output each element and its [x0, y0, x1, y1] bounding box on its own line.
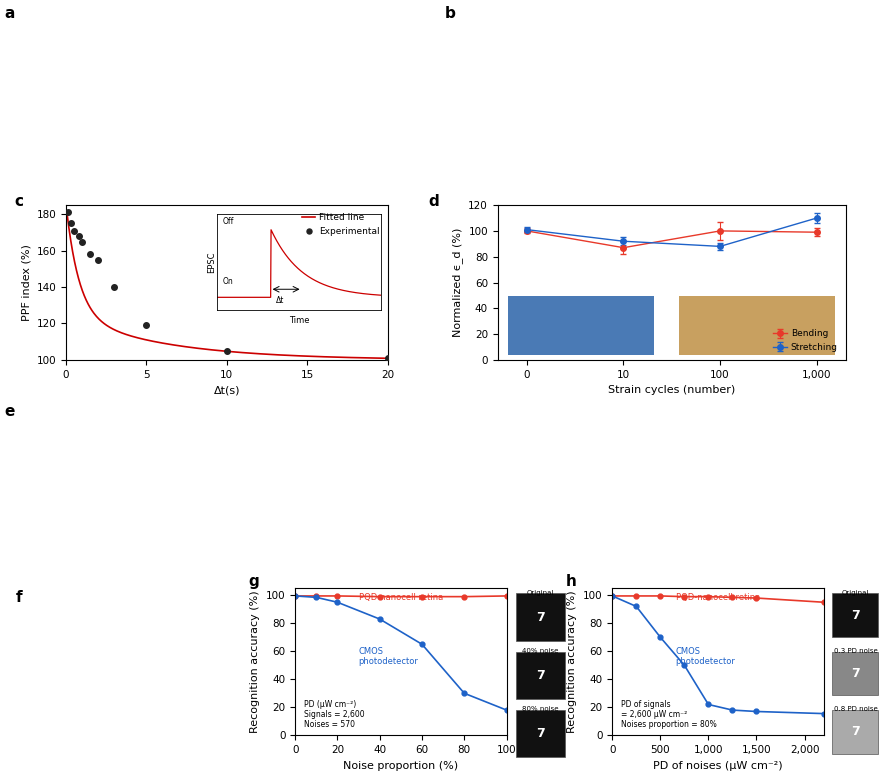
- Y-axis label: PPF index (%): PPF index (%): [21, 244, 31, 321]
- Experimental: [74, 231, 85, 241]
- Text: b: b: [445, 6, 455, 21]
- Experimental: [63, 207, 73, 217]
- Text: 7: 7: [851, 609, 860, 622]
- Text: CMOS
photodetector: CMOS photodetector: [359, 647, 418, 666]
- Text: h: h: [566, 574, 577, 588]
- Text: e: e: [4, 404, 15, 419]
- Text: 7: 7: [537, 611, 544, 624]
- Bar: [833, 652, 878, 695]
- Text: 7: 7: [537, 669, 544, 682]
- Text: c: c: [15, 194, 24, 209]
- Fitted line: [374, 354, 385, 363]
- Experimental: [382, 354, 393, 363]
- Text: PD (μW cm⁻²)
Signals = 2,600
Noises = 570: PD (μW cm⁻²) Signals = 2,600 Noises = 57…: [304, 700, 364, 729]
- Text: Original: Original: [841, 590, 870, 596]
- Fitted line: [324, 352, 335, 361]
- Text: 0.3 PD noise: 0.3 PD noise: [833, 648, 877, 654]
- Text: CMOS
photodetector: CMOS photodetector: [676, 647, 736, 666]
- Text: f: f: [16, 590, 23, 604]
- Bar: [515, 710, 566, 757]
- Fitted line: [382, 354, 393, 363]
- Experimental: [109, 283, 120, 292]
- Experimental: [141, 320, 152, 330]
- Text: 0.8 PD noise: 0.8 PD noise: [833, 706, 877, 712]
- Line: Fitted line: Fitted line: [67, 212, 388, 358]
- Experimental: [65, 219, 76, 228]
- Y-axis label: Recognition accuracy (%): Recognition accuracy (%): [567, 591, 577, 733]
- Experimental: [93, 255, 104, 265]
- Y-axis label: Recognition accuracy (%): Recognition accuracy (%): [250, 591, 260, 733]
- Text: d: d: [428, 194, 439, 209]
- Text: 7: 7: [537, 727, 544, 740]
- Line: Experimental: Experimental: [65, 210, 390, 361]
- Fitted line: [235, 348, 246, 357]
- Text: PQD-nanocell retina: PQD-nanocell retina: [676, 593, 760, 601]
- X-axis label: Noise proportion (%): Noise proportion (%): [344, 761, 458, 771]
- X-axis label: PD of noises (μW cm⁻²): PD of noises (μW cm⁻²): [653, 761, 783, 771]
- X-axis label: Strain cycles (number): Strain cycles (number): [608, 385, 736, 396]
- Text: g: g: [248, 574, 259, 588]
- Text: 7: 7: [851, 667, 860, 680]
- Fitted line: [214, 346, 225, 355]
- X-axis label: Δt(s): Δt(s): [213, 385, 241, 396]
- Legend: Fitted line, Experimental: Fitted line, Experimental: [298, 210, 383, 239]
- Experimental: [222, 346, 233, 355]
- Experimental: [85, 250, 95, 259]
- Text: PD of signals
= 2,600 μW cm⁻²
Noises proportion = 80%: PD of signals = 2,600 μW cm⁻² Noises pro…: [621, 700, 716, 729]
- Fitted line: [216, 346, 226, 355]
- Text: PQD-nanocell retina: PQD-nanocell retina: [359, 593, 443, 601]
- Bar: [515, 652, 566, 699]
- Bar: [833, 594, 878, 637]
- Text: Original: Original: [527, 590, 554, 596]
- Y-axis label: Normalized ϵ_d (%): Normalized ϵ_d (%): [452, 228, 463, 337]
- Experimental: [69, 226, 79, 235]
- Text: 40% noise: 40% noise: [522, 648, 559, 654]
- Fitted line: [253, 349, 263, 358]
- Experimental: [77, 237, 87, 246]
- Legend: Bending, Stretching: Bending, Stretching: [770, 326, 841, 355]
- Fitted line: [62, 207, 72, 217]
- Text: 80% noise: 80% noise: [522, 706, 559, 712]
- Text: a: a: [4, 6, 15, 21]
- Bar: [833, 710, 878, 754]
- Bar: [515, 594, 566, 641]
- Text: 7: 7: [851, 725, 860, 738]
